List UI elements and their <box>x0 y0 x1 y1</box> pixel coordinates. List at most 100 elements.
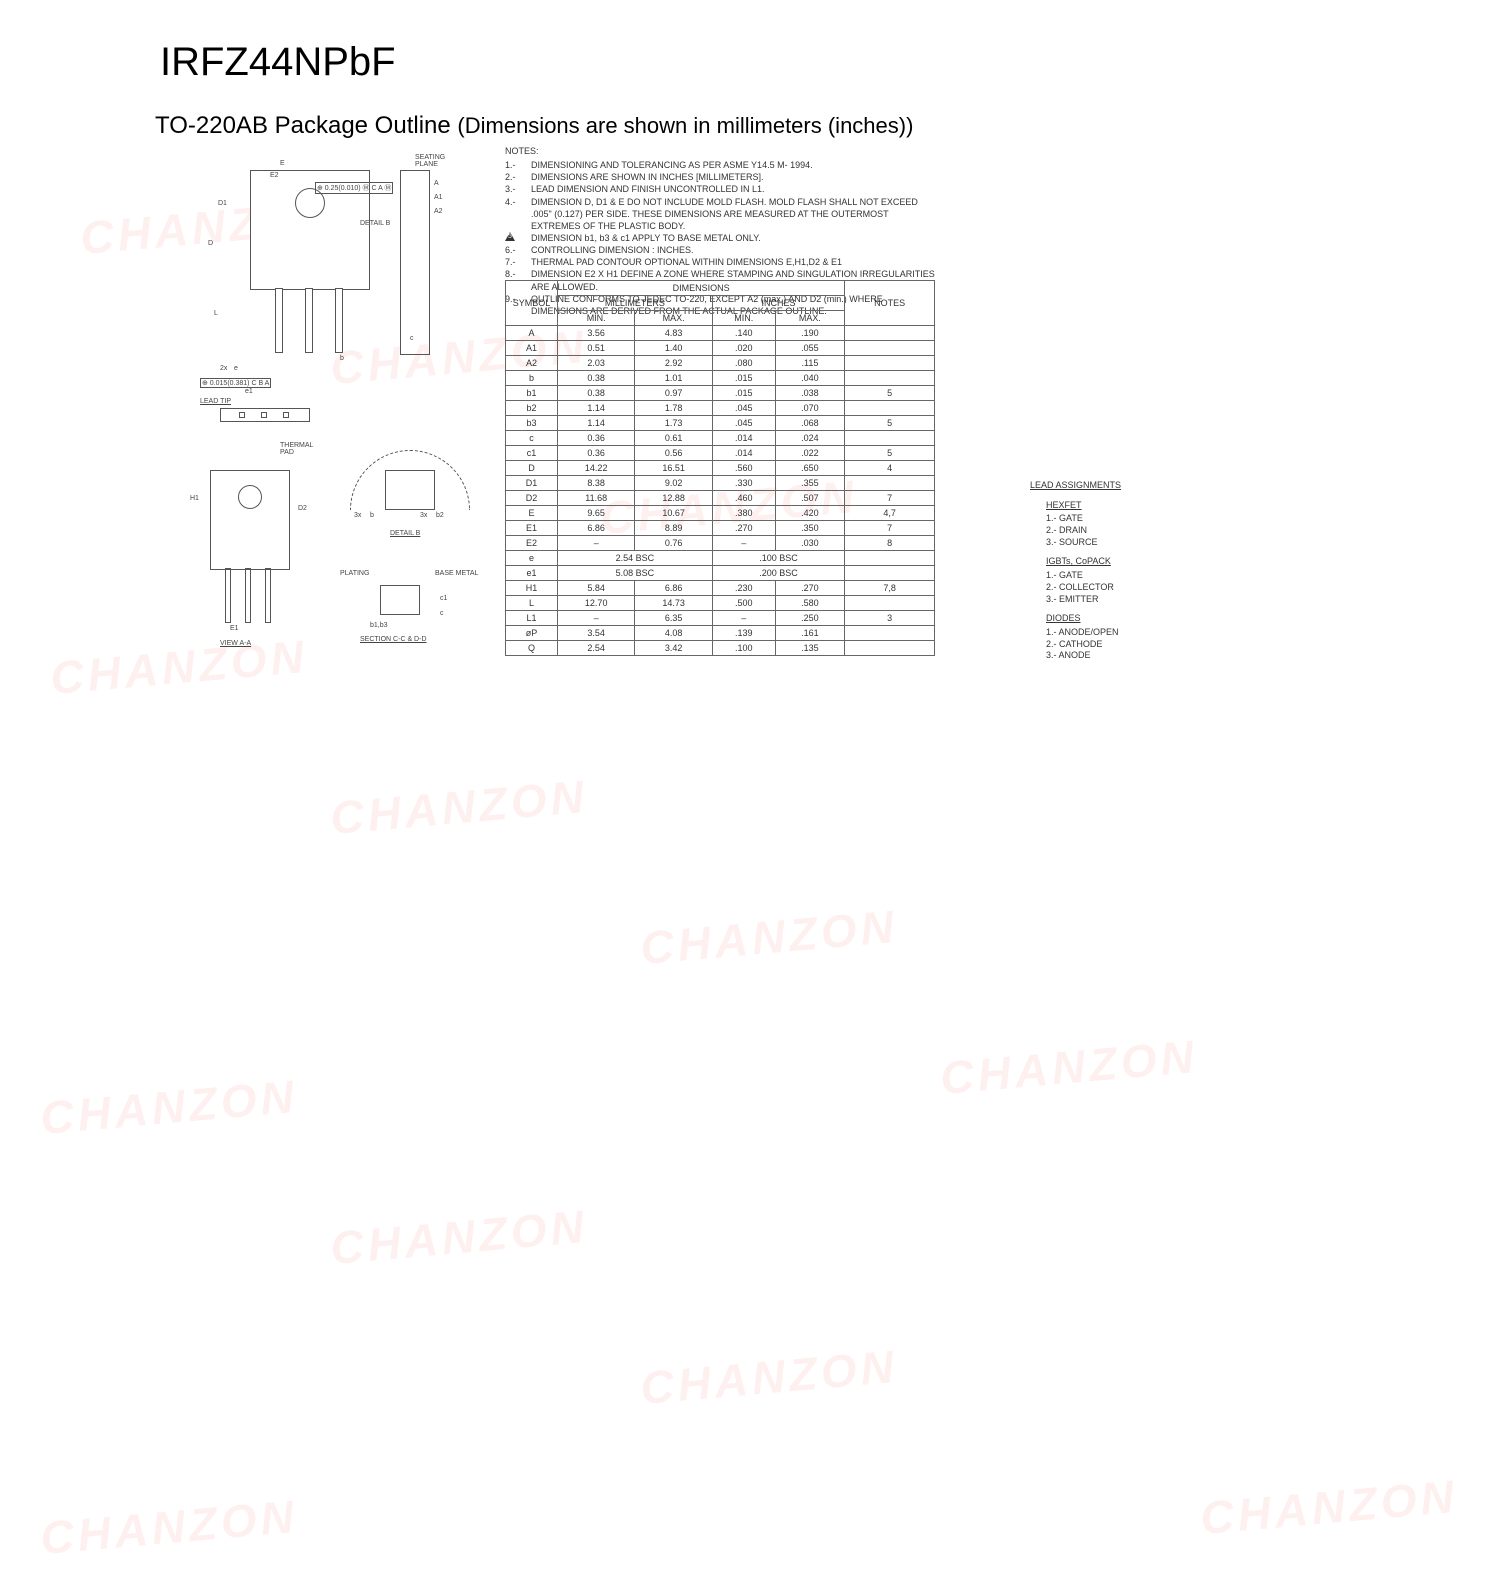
lead-group: DIODES 1.- ANODE/OPEN2.- CATHODE3.- ANODE <box>1030 613 1121 662</box>
dim-a: A <box>434 180 439 187</box>
detail-b-callout: DETAIL B <box>360 220 390 227</box>
dim-e-lower: e <box>234 365 238 372</box>
plating-label: PLATING <box>340 570 369 577</box>
lead-group-name: IGBTs, CoPACK <box>1046 556 1121 568</box>
th-in-min: MIN. <box>712 311 775 326</box>
dim-d2: D2 <box>298 505 307 512</box>
table-row: D211.6812.88.460.5077 <box>506 491 935 506</box>
note-item: 2.-DIMENSIONS ARE SHOWN IN INCHES [MILLI… <box>505 171 935 183</box>
dim-b2-detb: b2 <box>436 512 444 519</box>
table-row: c0.360.61.014.024 <box>506 431 935 446</box>
lead-item: 1.- GATE <box>1046 570 1121 582</box>
table-row: E9.6510.67.380.4204,7 <box>506 506 935 521</box>
table-row: A22.032.92.080.115 <box>506 356 935 371</box>
thermal-pad-label: THERMAL PAD <box>280 442 320 456</box>
lead-assignments-title: LEAD ASSIGNMENTS <box>1030 480 1121 492</box>
watermark: CHANZON <box>328 769 590 845</box>
dim-e2: E2 <box>270 172 279 179</box>
table-row: b31.141.73.045.0685 <box>506 416 935 431</box>
table-row: D18.389.02.330.355 <box>506 476 935 491</box>
dim-c: c <box>410 335 414 342</box>
th-notes: NOTES <box>845 281 935 326</box>
table-row: L1–6.35–.2503 <box>506 611 935 626</box>
subtitle-paren: (Dimensions are shown in millimeters (in… <box>457 113 913 138</box>
th-symbol: SYMBOL <box>506 281 558 326</box>
th-dimensions: DIMENSIONS <box>558 281 845 296</box>
dim-b1b3: b1,b3 <box>370 622 388 629</box>
notes-title: NOTES: <box>505 145 935 157</box>
table-row: c10.360.56.014.0225 <box>506 446 935 461</box>
dim-d: D <box>208 240 213 247</box>
pkg-view-a-a: THERMAL PAD H1 D2 E1 VIEW A-A <box>180 450 320 640</box>
lead-item: 1.- GATE <box>1046 513 1121 525</box>
lead-group-name: HEXFET <box>1046 500 1121 512</box>
package-diagram: SEATING PLANE D1 D E E2 A A1 A2 DETAIL B… <box>160 150 490 650</box>
dim-3x-b: 3x <box>354 512 361 519</box>
dim-3x-b2: 3x <box>420 512 427 519</box>
dim-e-cap: E <box>280 160 285 167</box>
lead-group: IGBTs, CoPACK 1.- GATE2.- COLLECTOR3.- EM… <box>1030 556 1121 605</box>
watermark: CHANZON <box>638 899 900 975</box>
th-mm: MILLIMETERS <box>558 296 713 311</box>
base-metal-label: BASE METAL <box>435 570 478 577</box>
dim-e1cap: E1 <box>230 625 239 632</box>
table-row: A3.564.83.140.190 <box>506 326 935 341</box>
table-row: D14.2216.51.560.6504 <box>506 461 935 476</box>
table-row: b0.381.01.015.040 <box>506 371 935 386</box>
th-mm-max: MAX. <box>635 311 712 326</box>
watermark: CHANZON <box>328 1199 590 1275</box>
lead-item: 3.- SOURCE <box>1046 537 1121 549</box>
page-title: IRFZ44NPbF <box>160 40 396 85</box>
table-row: E16.868.89.270.3507 <box>506 521 935 536</box>
table-row: Q2.543.42.100.135 <box>506 641 935 656</box>
section-cc-view: PLATING BASE METAL c1 c b1,b3 SECTION C-… <box>340 570 480 660</box>
th-mm-min: MIN. <box>558 311 635 326</box>
lead-item: 3.- ANODE <box>1046 650 1121 662</box>
note-item: 5DIMENSION b1, b3 & c1 APPLY TO BASE MET… <box>505 232 935 244</box>
dim-b: b <box>340 355 344 362</box>
watermark: CHANZON <box>938 1029 1200 1105</box>
table-row: øP3.544.08.139.161 <box>506 626 935 641</box>
th-in-max: MAX. <box>775 311 845 326</box>
watermark: CHANZON <box>38 1069 300 1145</box>
dimensions-table: SYMBOL DIMENSIONS NOTES MILLIMETERS INCH… <box>505 280 935 656</box>
lead-item: 2.- CATHODE <box>1046 639 1121 651</box>
note-item: 1.-DIMENSIONING AND TOLERANCING AS PER A… <box>505 159 935 171</box>
lead-item: 1.- ANODE/OPEN <box>1046 627 1121 639</box>
lead-group-name: DIODES <box>1046 613 1121 625</box>
table-row: b10.380.97.015.0385 <box>506 386 935 401</box>
watermark: CHANZON <box>38 1489 300 1565</box>
dim-l: L <box>214 310 218 317</box>
dim-c-sec: c <box>440 610 444 617</box>
note-item: 7.-THERMAL PAD CONTOUR OPTIONAL WITHIN D… <box>505 256 935 268</box>
section-cc-caption: SECTION C-C & D-D <box>360 636 427 643</box>
lead-tip-label: LEAD TIP <box>200 398 231 405</box>
dim-2x: 2x <box>220 365 227 372</box>
table-row: H15.846.86.230.2707,8 <box>506 581 935 596</box>
gdt-box-2: ⊕ 0.015(0.381) C B A <box>200 378 271 388</box>
dim-h1: H1 <box>190 495 199 502</box>
seating-plane-label: SEATING PLANE <box>415 154 445 168</box>
table-row: L12.7014.73.500.580 <box>506 596 935 611</box>
gdt-box-1: ⊕ 0.25(0.010) Ⓜ C A Ⓜ <box>315 182 393 194</box>
dim-c1: c1 <box>440 595 447 602</box>
dim-e1: e1 <box>245 388 253 395</box>
table-row: E2–0.76–.0308 <box>506 536 935 551</box>
dim-a2: A2 <box>434 208 443 215</box>
page-subtitle: TO-220AB Package Outline (Dimensions are… <box>155 112 913 140</box>
table-row-bsc: e15.08 BSC.200 BSC <box>506 566 935 581</box>
table-row-bsc: e2.54 BSC.100 BSC <box>506 551 935 566</box>
dim-b-detb: b <box>370 512 374 519</box>
dim-d1: D1 <box>218 200 227 207</box>
lead-item: 3.- EMITTER <box>1046 594 1121 606</box>
th-in: INCHES <box>712 296 844 311</box>
lead-item: 2.- DRAIN <box>1046 525 1121 537</box>
note-item: 6.-CONTROLLING DIMENSION : INCHES. <box>505 244 935 256</box>
pkg-front-view: SEATING PLANE D1 D E E2 A A1 A2 DETAIL B… <box>220 160 420 360</box>
lead-item: 2.- COLLECTOR <box>1046 582 1121 594</box>
watermark: CHANZON <box>638 1339 900 1415</box>
watermark: CHANZON <box>1198 1469 1460 1545</box>
view-aa-caption: VIEW A-A <box>220 640 251 647</box>
subtitle-main: TO-220AB Package Outline <box>155 112 451 139</box>
dim-a1: A1 <box>434 194 443 201</box>
